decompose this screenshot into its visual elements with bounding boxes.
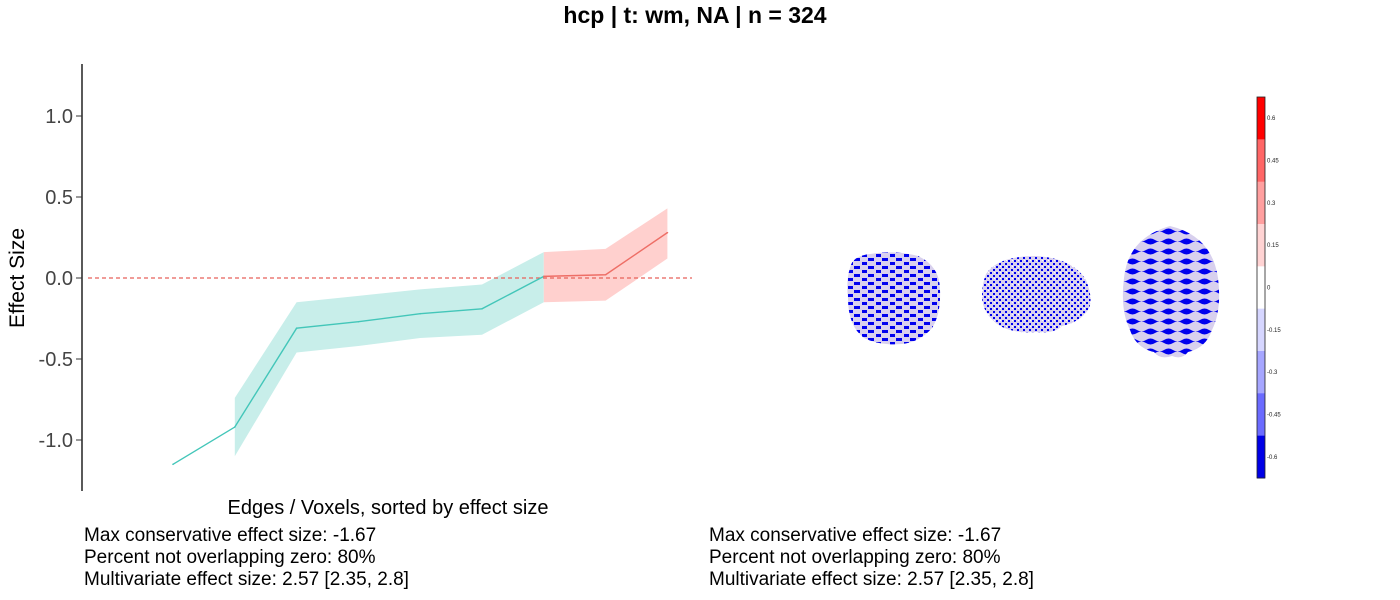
- data-point: [481, 307, 483, 310]
- colorbar-swatch: [1257, 393, 1265, 437]
- colorbar-legend: 0.6 0.45 0.3 0.15 0 -0.15 -0.3 -0.45 -0.6: [1256, 96, 1281, 479]
- data-point: [666, 231, 669, 234]
- max-conservative-effect-size: Max conservative effect size: -1.67: [84, 525, 377, 546]
- data-point: [234, 426, 236, 428]
- data-point: [357, 320, 360, 323]
- effect-size-chart: 1.0 0.5 0.0 -0.5 -1.0 Effect Size Edges / Vo…: [6, 64, 692, 519]
- y-tick-label: -1.0: [39, 430, 73, 452]
- chart-title: hcp | t: wm, NA | n = 324: [563, 2, 827, 28]
- max-conservative-effect-size: Max conservative effect size: -1.67: [709, 525, 1002, 546]
- stats-summary-left: Max conservative effect size: -1.67 Perc…: [84, 525, 409, 591]
- data-point: [295, 327, 298, 330]
- y-tick-label: 1.0: [45, 106, 73, 128]
- colorbar-swatch: [1257, 266, 1265, 310]
- colorbar-tick-label: -0.3: [1267, 370, 1278, 376]
- y-tick-label: 0.5: [45, 187, 73, 209]
- multivariate-effect-size: Multivariate effect size: 2.57 [2.35, 2.…: [84, 569, 409, 590]
- colorbar-tick-label: 0.45: [1267, 159, 1279, 165]
- colorbar-swatch: [1257, 139, 1265, 183]
- colorbar-border: [1256, 96, 1266, 479]
- colorbar-tick-label: -0.45: [1267, 413, 1281, 419]
- confidence-band-1: [234, 252, 544, 457]
- y-tick-label: -0.5: [39, 349, 73, 371]
- coronal-brain-slice: [982, 256, 1091, 333]
- data-point: [604, 273, 607, 276]
- sagittal-brain-slice: [847, 252, 941, 345]
- colorbar-swatch: [1257, 181, 1265, 225]
- brain-slice-images: [847, 226, 1220, 358]
- y-axis-label: Effect Size: [6, 228, 29, 328]
- x-axis-label: Edges / Voxels, sorted by effect size: [228, 497, 549, 519]
- colorbar-swatch: [1257, 97, 1265, 140]
- data-point: [543, 275, 545, 278]
- stats-summary-right: Max conservative effect size: -1.67 Perc…: [709, 525, 1034, 591]
- percent-not-overlapping-zero: Percent not overlapping zero: 80%: [709, 547, 1001, 568]
- colorbar-tick-label: 0.15: [1267, 243, 1279, 249]
- data-point: [419, 312, 422, 315]
- colorbar-tick-label: 0: [1267, 286, 1271, 292]
- axial-brain-slice: [1122, 226, 1220, 358]
- multivariate-effect-size: Multivariate effect size: 2.57 [2.35, 2.…: [709, 569, 1034, 590]
- colorbar-swatch: [1257, 351, 1265, 394]
- colorbar-swatch: [1257, 308, 1265, 352]
- colorbar-swatch: [1257, 435, 1265, 479]
- y-tick-label: 0.0: [45, 268, 73, 290]
- colorbar-swatch: [1257, 224, 1265, 267]
- data-point: [172, 463, 174, 466]
- confidence-band-2: [543, 208, 668, 303]
- colorbar-tick-label: -0.6: [1267, 455, 1278, 461]
- colorbar-tick-label: 0.3: [1267, 201, 1276, 207]
- colorbar-tick-label: 0.6: [1267, 116, 1276, 122]
- colorbar-tick-label: -0.15: [1267, 328, 1281, 334]
- percent-not-overlapping-zero: Percent not overlapping zero: 80%: [84, 547, 376, 568]
